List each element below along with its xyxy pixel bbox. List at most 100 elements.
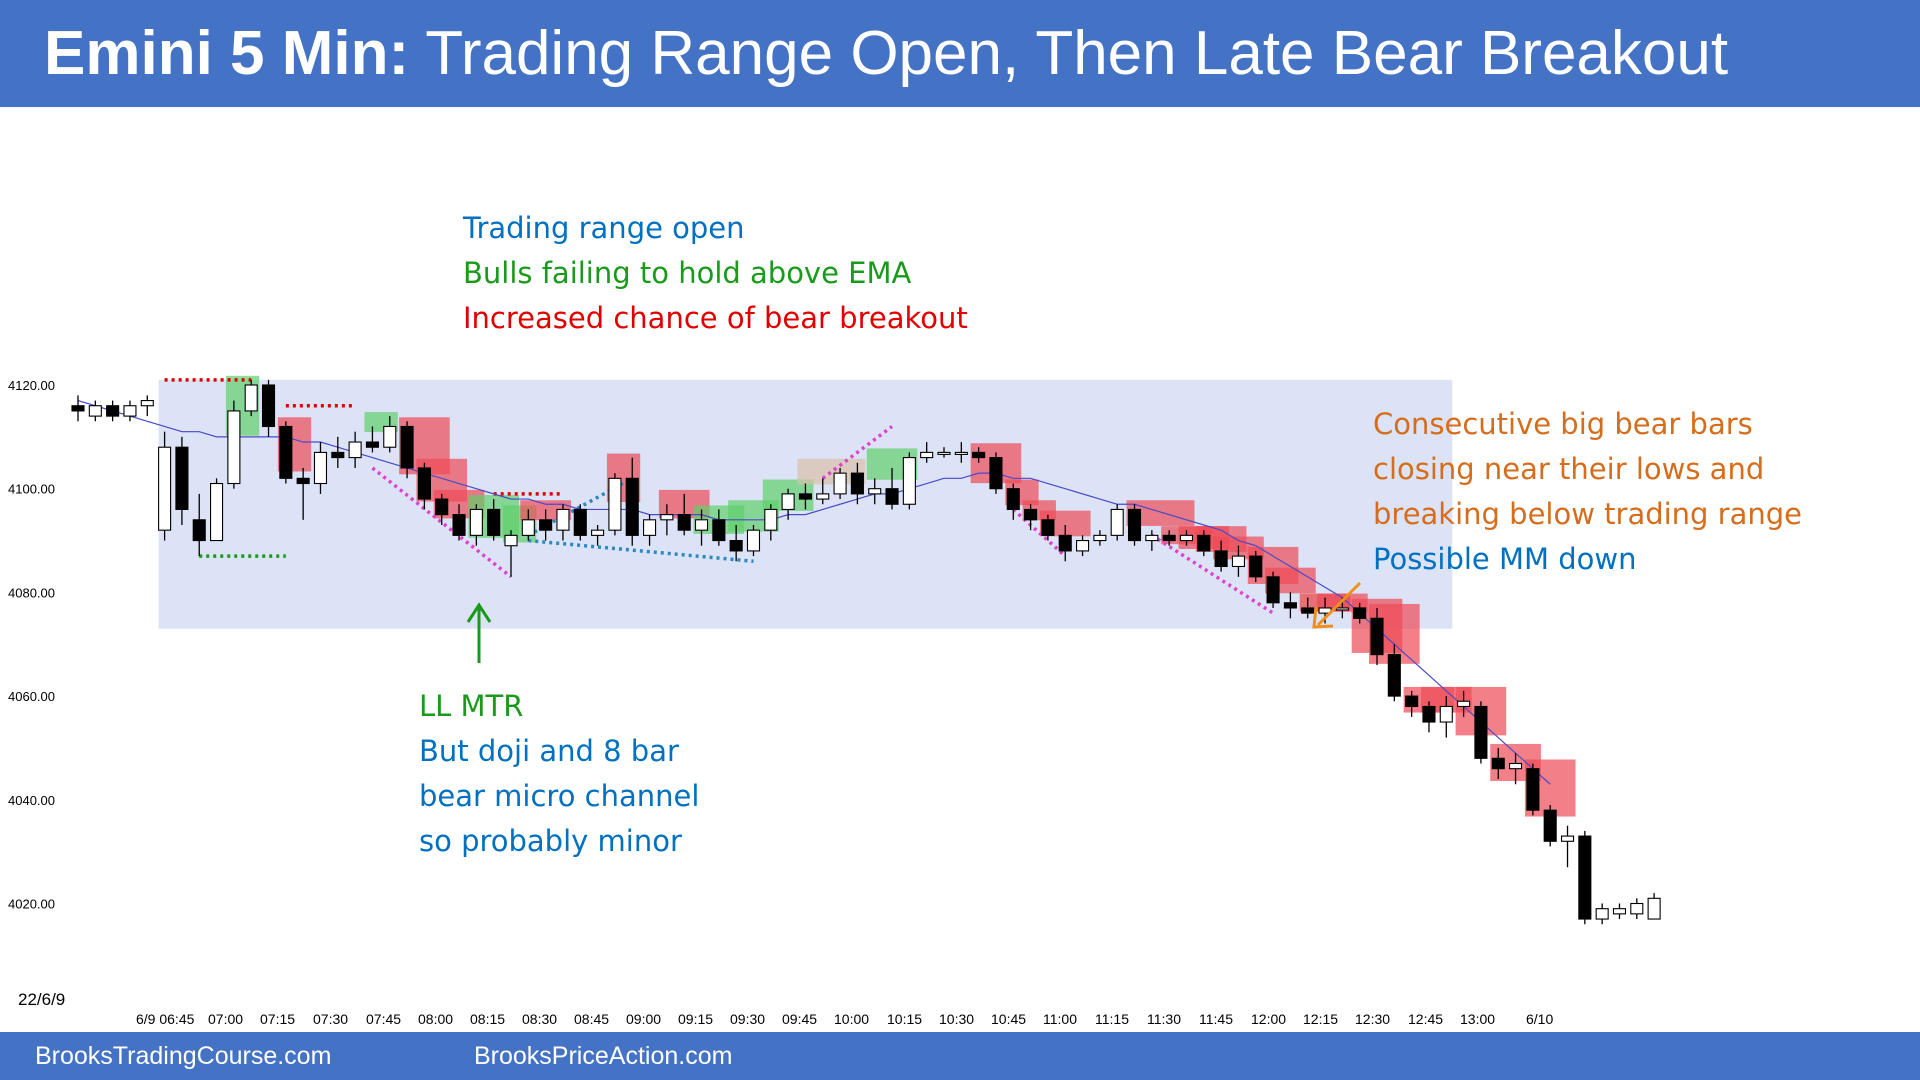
x-tick-label: 10:00 bbox=[834, 1011, 869, 1027]
candle-body bbox=[1353, 607, 1367, 619]
candle-body bbox=[573, 508, 587, 536]
annotation-top-line1: Trading range open bbox=[463, 211, 745, 245]
candle-body bbox=[746, 529, 761, 552]
candle-body bbox=[1630, 902, 1644, 915]
candle-body bbox=[469, 508, 483, 536]
candle-body bbox=[383, 425, 397, 448]
candle-body bbox=[850, 472, 864, 495]
x-tick-label: 10:30 bbox=[939, 1011, 974, 1027]
candle-body bbox=[1093, 534, 1107, 542]
candle-body bbox=[296, 477, 310, 485]
y-tick-label: 4040.00 bbox=[8, 793, 55, 808]
candle-body bbox=[365, 441, 379, 448]
y-tick-label: 4020.00 bbox=[8, 897, 55, 912]
x-tick-label: 07:15 bbox=[260, 1011, 295, 1027]
candle-body bbox=[71, 405, 85, 412]
candle-body bbox=[1474, 705, 1488, 759]
candle-body bbox=[608, 477, 622, 531]
candle-body bbox=[1509, 762, 1523, 770]
annotation-right: Consecutive big bear bars closing near t… bbox=[1373, 402, 1802, 582]
candle-body bbox=[920, 451, 934, 459]
annotation-right-line2: closing near their lows and bbox=[1373, 452, 1765, 486]
candle-body bbox=[729, 539, 743, 552]
candle-body bbox=[972, 451, 986, 459]
green-arrow-head bbox=[466, 602, 492, 623]
chart-date-label: 22/6/9 bbox=[18, 990, 66, 1009]
x-tick-label: 07:00 bbox=[208, 1011, 243, 1027]
candle-body bbox=[937, 451, 951, 455]
candle-body bbox=[1076, 539, 1090, 552]
candle-body bbox=[1370, 617, 1384, 656]
candle-body bbox=[1647, 897, 1661, 920]
annotation-bottom-line2: But doji and 8 bar bbox=[419, 734, 679, 768]
x-tick-label: 6/9 06:45 bbox=[136, 1011, 195, 1027]
candle-body bbox=[643, 519, 657, 536]
candle-body bbox=[1526, 768, 1540, 811]
x-tick-label: 11:30 bbox=[1147, 1011, 1181, 1027]
candle-body bbox=[487, 508, 501, 536]
dotted-wedge-lower bbox=[528, 538, 754, 564]
candle-body bbox=[1560, 835, 1575, 842]
y-tick-label: 4120.00 bbox=[8, 378, 55, 393]
x-tick-label: 10:15 bbox=[887, 1011, 922, 1027]
ema-line bbox=[77, 399, 1551, 785]
candle-body bbox=[158, 446, 172, 531]
x-tick-label: 08:15 bbox=[470, 1011, 505, 1027]
candle-body bbox=[539, 519, 553, 531]
candle-body bbox=[504, 534, 518, 547]
orange-arrow-head bbox=[1312, 606, 1334, 629]
dotted-bull-line bbox=[821, 425, 894, 480]
candle-body bbox=[313, 451, 328, 485]
candle-body bbox=[1179, 534, 1194, 542]
candle-body bbox=[781, 493, 795, 510]
candle-body bbox=[279, 425, 293, 479]
x-tick-label: 09:45 bbox=[782, 1011, 817, 1027]
title-bold: Emini 5 Min: bbox=[44, 19, 410, 88]
annotation-bottom-line1: LL MTR bbox=[419, 689, 524, 723]
candle-body bbox=[1491, 757, 1505, 770]
candle-body bbox=[1595, 908, 1609, 920]
candle-body bbox=[1405, 695, 1419, 708]
x-tick-label: 12:15 bbox=[1303, 1011, 1338, 1027]
page-title: Emini 5 Min: Trading Range Open, Then La… bbox=[44, 18, 1728, 89]
candle-body bbox=[764, 508, 778, 531]
candle-body bbox=[1457, 700, 1471, 708]
footer-link-price-action[interactable]: BrooksPriceAction.com bbox=[474, 1042, 733, 1070]
annotation-bottom: LL MTR But doji and 8 bar bear micro cha… bbox=[419, 684, 699, 864]
candle-body bbox=[556, 508, 570, 531]
annotation-top-line2: Bulls failing to hold above EMA bbox=[463, 256, 912, 290]
x-tick-label: 13:00 bbox=[1460, 1011, 1495, 1027]
candle-body bbox=[331, 451, 345, 459]
footer-link-trading-course[interactable]: BrooksTradingCourse.com bbox=[35, 1042, 332, 1070]
candle-body bbox=[868, 488, 882, 495]
x-tick-label: 10:45 bbox=[991, 1011, 1026, 1027]
candle-body bbox=[1197, 534, 1211, 552]
x-tick-label: 08:00 bbox=[418, 1011, 453, 1027]
candle-body bbox=[348, 441, 362, 459]
candle-body bbox=[435, 498, 449, 516]
candle-body bbox=[885, 488, 899, 505]
candle-body bbox=[521, 519, 535, 536]
annotation-bottom-line4: so probably minor bbox=[419, 824, 682, 858]
x-tick-label: 12:00 bbox=[1251, 1011, 1286, 1027]
annotation-top: Trading range open Bulls failing to hold… bbox=[463, 206, 968, 341]
dotted-bear-line-3 bbox=[1150, 533, 1275, 615]
candle-body bbox=[1439, 705, 1453, 723]
footer-bar: BrooksTradingCourse.com BrooksPriceActio… bbox=[0, 1032, 1920, 1080]
x-tick-label: 07:30 bbox=[313, 1011, 348, 1027]
candle-body bbox=[1231, 555, 1245, 568]
candle-body bbox=[400, 425, 414, 469]
annotation-right-line4: Possible MM down bbox=[1373, 542, 1637, 576]
x-tick-label: 07:45 bbox=[366, 1011, 401, 1027]
header-bar: Emini 5 Min: Trading Range Open, Then La… bbox=[0, 0, 1920, 107]
candle-body bbox=[1578, 835, 1592, 920]
x-tick-label: 08:30 bbox=[522, 1011, 557, 1027]
candle-body bbox=[1127, 508, 1142, 542]
x-tick-label: 11:00 bbox=[1043, 1011, 1077, 1027]
title-rest: Trading Range Open, Then Late Bear Break… bbox=[409, 19, 1729, 88]
y-tick-label: 4080.00 bbox=[8, 585, 55, 600]
candle-body bbox=[833, 472, 847, 495]
candle-body bbox=[1266, 576, 1280, 604]
candle-body bbox=[452, 514, 466, 536]
candle-body bbox=[210, 482, 224, 542]
